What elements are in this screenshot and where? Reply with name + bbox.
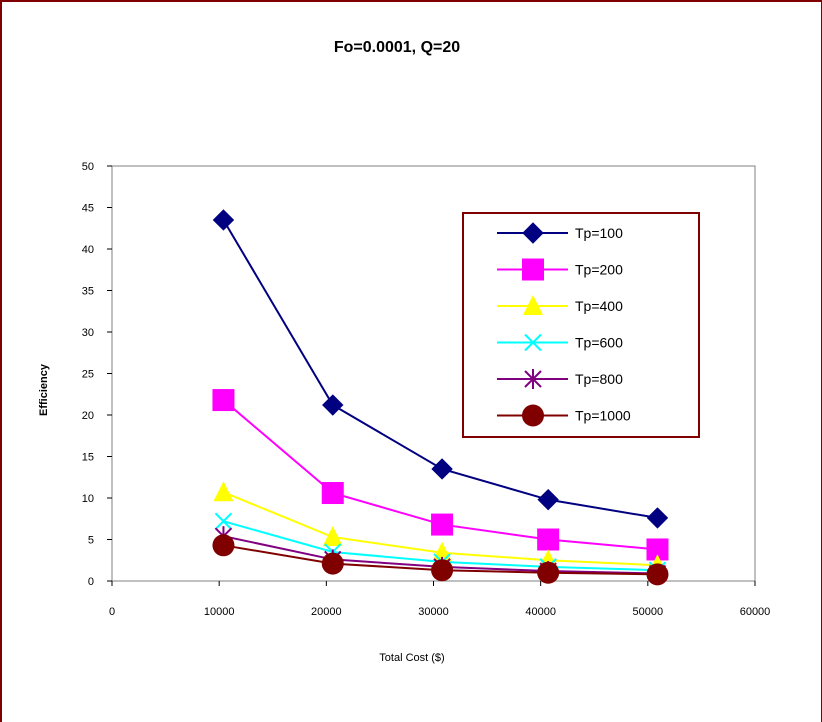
series-1 [212,389,669,561]
legend-entry: Tp=800 [497,369,623,389]
legend-label: Tp=800 [575,371,623,387]
y-tick-label: 20 [82,410,94,422]
x-tick-label: 40000 [525,606,556,618]
y-tick-label: 35 [82,286,94,298]
data-point-marker [322,394,344,416]
legend-label: Tp=200 [575,262,623,278]
data-point-marker [213,481,234,502]
legend-marker [524,333,542,352]
y-tick-label: 40 [82,244,94,256]
legend-label: Tp=1000 [575,408,631,424]
data-point-marker [646,507,669,529]
y-tick-label: 30 [82,327,94,339]
legend: Tp=100 Tp=200 Tp=400 Tp=600 Tp=800 Tp=1000 [462,212,700,438]
series-layer [212,209,669,586]
x-tick-label: 60000 [740,606,771,618]
legend-entry: Tp=200 [497,258,623,281]
data-point-marker [537,528,560,551]
legend-marker [522,258,544,281]
x-tick-label: 30000 [418,606,449,618]
data-point-marker [322,526,343,547]
legend-box [462,212,700,438]
legend-entry: Tp=600 [497,333,623,352]
y-tick-label: 25 [82,369,94,381]
data-point-marker [537,561,560,584]
legend-label: Tp=100 [575,225,623,241]
y-tick-label: 5 [88,535,94,547]
x-tick-label: 50000 [633,606,664,618]
legend-marker [523,295,543,315]
x-tick-label: 20000 [311,606,342,618]
x-tick-label: 10000 [204,606,235,618]
chart-title: Fo=0.0001, Q=20 [334,39,460,56]
data-point-marker [431,458,453,480]
data-point-marker [212,389,235,412]
data-point-marker [431,513,454,536]
series-0 [212,209,669,529]
legend-entry: Tp=100 [497,222,623,244]
data-point-marker [321,552,344,575]
data-point-marker [321,482,344,505]
legend-entry: Tp=1000 [497,404,631,427]
y-tick-label: 10 [82,493,94,505]
data-point-marker [214,512,233,530]
data-point-marker [212,534,235,557]
y-tick-label: 50 [82,161,94,173]
data-point-marker [537,488,559,511]
series-5 [212,534,669,586]
legend-entry: Tp=400 [497,295,623,315]
x-axis-label: Total Cost ($) [379,652,444,664]
legend-marker [524,369,542,389]
legend-label: Tp=600 [575,335,623,351]
x-tick-label: 0 [109,606,115,618]
y-tick-label: 0 [88,576,94,588]
legend-label: Tp=400 [575,298,623,314]
y-tick-label: 15 [82,452,94,464]
legend-marker [522,404,544,427]
y-tick-label: 45 [82,203,94,215]
axes: 0 5 10 15 20 25 30 35 40 45 50 0 10000 20000 30000 4000… [82,161,771,618]
data-point-marker [646,563,669,586]
data-point-marker [431,559,454,582]
data-point-marker [212,209,235,231]
y-axis-label: Efficiency [38,363,50,416]
data-point-marker [646,538,669,561]
legend-marker [522,222,544,244]
